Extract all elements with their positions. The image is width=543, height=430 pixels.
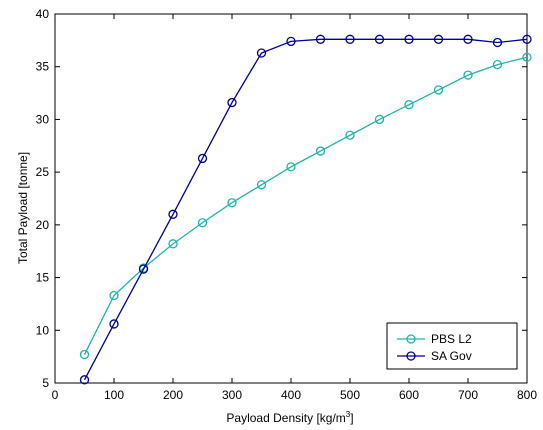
series-layer (79, 34, 532, 385)
axis-ticks: 0 100 200 300 400 500 600 700 800 5 10 15 20 25 30 35 40 (36, 7, 538, 402)
series-line (83, 38, 528, 381)
data-point (404, 34, 414, 44)
y-tick-label: 35 (36, 60, 50, 74)
x-axis-label-superscript: 3 (346, 410, 351, 419)
data-point (404, 100, 414, 110)
legend-label-sa-gov: SA Gov (431, 349, 472, 363)
data-point (138, 264, 149, 274)
data-point (492, 37, 503, 48)
data-point (197, 218, 208, 228)
data-point (345, 34, 355, 44)
legend-marker-sa-gov (406, 351, 416, 361)
x-tick-label: 300 (222, 388, 242, 402)
x-tick-label: 600 (399, 388, 419, 402)
x-tick-label: 700 (458, 388, 478, 402)
data-point (315, 146, 326, 156)
series-1 (79, 34, 532, 385)
y-axis-label: Total Payload [tonne] (16, 152, 30, 264)
x-tick-label: 200 (163, 388, 183, 402)
legend: PBS L2 SA Gov (386, 322, 518, 370)
data-point (522, 52, 532, 62)
legend-marker-pbs-l2 (406, 334, 416, 344)
data-point (227, 198, 237, 208)
data-point (433, 85, 444, 95)
data-point (168, 209, 178, 219)
x-tick-label: 500 (340, 388, 360, 402)
data-point (256, 180, 267, 190)
x-tick-label: 0 (52, 388, 59, 402)
legend-item-sa-gov: SA Gov (397, 349, 472, 363)
y-tick-label: 25 (36, 165, 50, 179)
data-point (197, 153, 208, 164)
data-point (463, 70, 473, 80)
data-point (168, 239, 178, 249)
data-point (492, 59, 503, 70)
legend-item-pbs-l2: PBS L2 (397, 332, 472, 346)
data-point (256, 48, 267, 58)
data-point (315, 34, 326, 44)
data-point (463, 34, 473, 44)
data-point (522, 34, 532, 44)
series-line (83, 56, 528, 355)
x-axis-label: Payload Density [kg/m3] (226, 410, 353, 425)
legend-label-pbs-l2: PBS L2 (431, 332, 472, 346)
x-tick-label: 100 (104, 388, 124, 402)
x-tick-label: 800 (517, 388, 537, 402)
data-point (433, 34, 444, 44)
data-point (227, 97, 237, 108)
data-point (374, 34, 385, 44)
data-point (109, 319, 119, 329)
y-tick-label: 15 (36, 271, 50, 285)
y-tick-label: 20 (36, 218, 50, 232)
data-point (79, 349, 90, 360)
x-axis-label-end: ] (350, 411, 353, 425)
data-point (286, 162, 296, 172)
series-0 (79, 52, 532, 360)
x-tick-label: 400 (281, 388, 301, 402)
legend-box (386, 322, 518, 370)
data-point (374, 114, 385, 125)
y-tick-label: 30 (36, 112, 50, 126)
data-point (345, 130, 355, 140)
data-point (109, 290, 119, 301)
y-tick-label: 40 (36, 7, 50, 21)
y-tick-label: 10 (36, 323, 50, 337)
data-point (79, 375, 90, 385)
y-tick-label: 5 (42, 376, 49, 390)
data-point (286, 36, 296, 47)
